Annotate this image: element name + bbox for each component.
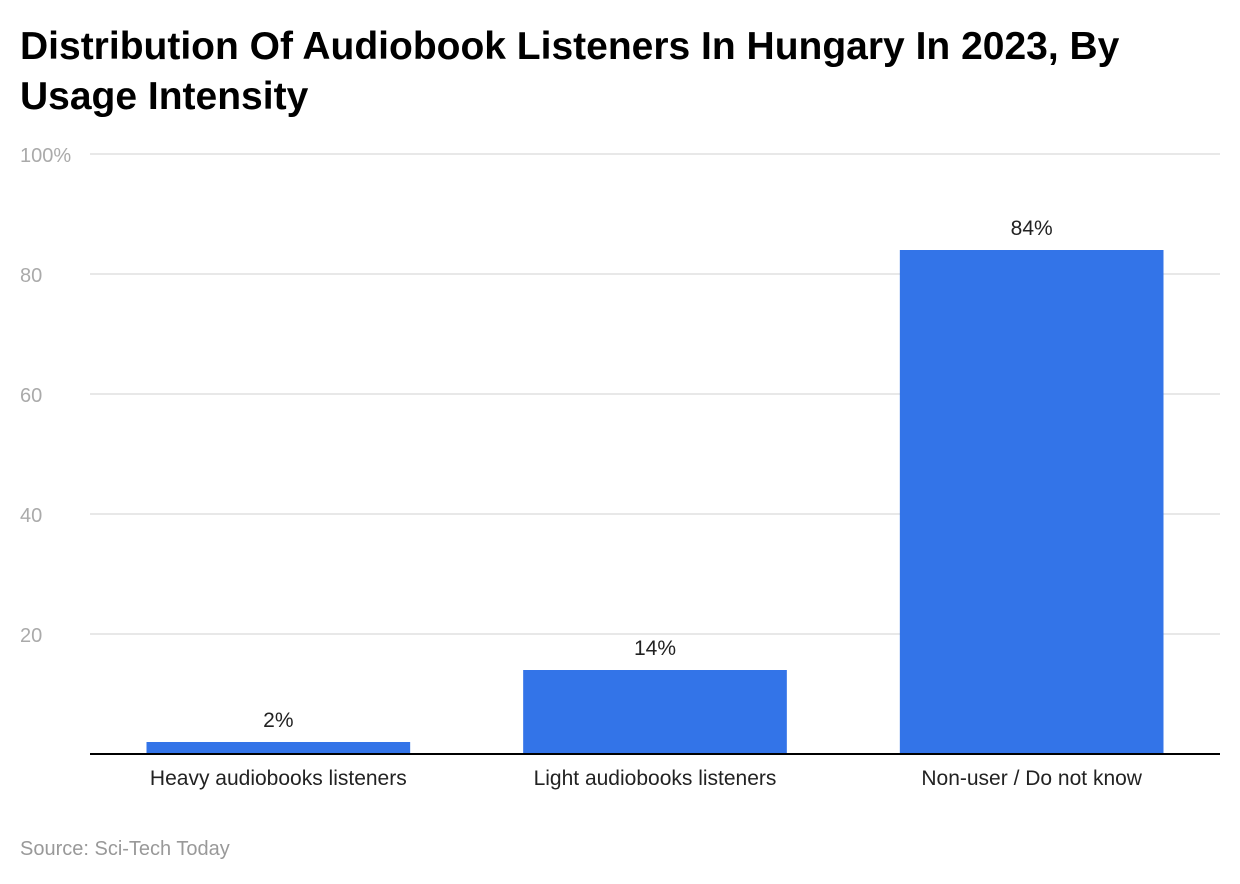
- x-category-label: Non-user / Do not know: [921, 767, 1142, 790]
- x-category-label: Heavy audiobooks listeners: [150, 767, 407, 790]
- bars: [146, 250, 1164, 754]
- bar: [899, 250, 1164, 754]
- bar: [523, 670, 787, 754]
- bar-data-label: 84%: [1011, 217, 1053, 240]
- y-axis-tick-labels: 20 40 60 80 100%: [20, 145, 71, 647]
- data-labels: 2% 14% 84%: [263, 217, 1053, 732]
- y-tick-label: 20: [20, 625, 42, 647]
- chart-title: Distribution Of Audiobook Listeners In H…: [20, 25, 1120, 118]
- x-category-label: Light audiobooks listeners: [534, 767, 777, 790]
- y-tick-label: 80: [20, 265, 42, 287]
- y-tick-label: 100%: [20, 145, 71, 167]
- bar: [146, 742, 411, 754]
- y-tick-label: 60: [20, 385, 42, 407]
- bar-data-label: 14%: [634, 637, 676, 660]
- source-note: Source: Sci-Tech Today: [20, 838, 230, 860]
- x-axis-category-labels: Heavy audiobooks listeners Light audioboo…: [150, 767, 1143, 790]
- bar-data-label: 2%: [263, 709, 293, 732]
- y-tick-label: 40: [20, 505, 42, 527]
